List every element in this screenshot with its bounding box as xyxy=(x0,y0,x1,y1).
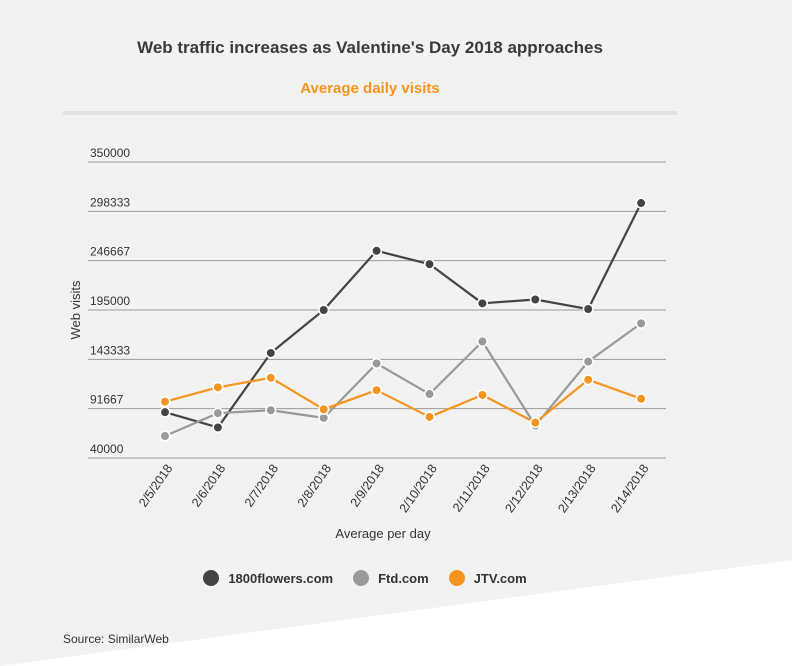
y-tick-label: 40000 xyxy=(90,442,124,456)
x-tick-label: 2/9/2018 xyxy=(348,462,387,510)
y-tick-label: 246667 xyxy=(90,245,130,259)
data-point xyxy=(582,374,594,386)
legend-marker xyxy=(353,570,370,586)
data-point xyxy=(212,407,224,419)
data-point xyxy=(635,317,647,329)
y-tick-label: 350000 xyxy=(90,146,130,160)
data-point xyxy=(423,388,436,400)
y-tick-label: 143333 xyxy=(90,343,130,357)
y-tick-label: 298333 xyxy=(90,195,130,209)
data-point xyxy=(265,347,277,359)
x-tick-label: 2/10/2018 xyxy=(397,462,440,516)
data-point xyxy=(265,372,277,384)
chart-title: Web traffic increases as Valentine's Day… xyxy=(137,38,603,57)
data-point xyxy=(476,389,489,401)
x-axis-title: Average per day xyxy=(335,526,431,541)
x-tick-label: 2/6/2018 xyxy=(189,462,228,510)
legend-item: 1800flowers.com xyxy=(203,570,333,586)
x-tick-label: 2/7/2018 xyxy=(242,462,281,510)
x-tick-label: 2/5/2018 xyxy=(136,462,175,510)
data-point xyxy=(371,357,383,370)
data-point xyxy=(476,335,489,348)
legend-label: JTV.com xyxy=(473,570,527,586)
legend-marker xyxy=(448,570,465,586)
series-line xyxy=(164,202,643,429)
y-tick-label: 195000 xyxy=(90,294,130,308)
x-tick-label: 2/11/2018 xyxy=(450,462,493,515)
y-axis-title: Web visits xyxy=(68,280,83,339)
data-point xyxy=(582,355,594,368)
data-point xyxy=(635,197,647,209)
data-point xyxy=(423,258,436,270)
data-point xyxy=(159,406,171,418)
line-chart: 350000 298333 246667 195000 143333 91667 40000… xyxy=(68,146,666,541)
x-tick-label: 2/12/2018 xyxy=(502,462,545,516)
data-point xyxy=(529,293,541,306)
data-point xyxy=(476,297,489,309)
data-point xyxy=(318,304,330,316)
data-point xyxy=(635,393,647,405)
legend-label: Ftd.com xyxy=(378,570,429,586)
x-tick-label: 2/13/2018 xyxy=(555,462,598,516)
y-tick-label: 91667 xyxy=(90,393,124,407)
legend-marker xyxy=(203,570,220,586)
series-line xyxy=(164,376,642,424)
data-point xyxy=(582,303,594,315)
source-note: Source: SimilarWeb xyxy=(63,632,169,646)
chart-legend: 1800flowers.com Ftd.com JTV.com xyxy=(0,570,730,586)
x-tick-label: 2/8/2018 xyxy=(295,462,334,510)
data-point xyxy=(371,245,383,257)
data-point xyxy=(212,381,224,393)
data-point xyxy=(212,421,224,434)
data-point xyxy=(265,404,277,416)
data-point xyxy=(423,411,436,423)
legend-item: Ftd.com xyxy=(353,570,429,586)
chart-subtitle: Average daily visits xyxy=(300,80,440,97)
data-point xyxy=(371,384,383,396)
data-point xyxy=(159,396,171,408)
legend-item: JTV.com xyxy=(448,570,527,586)
series-line xyxy=(164,322,642,438)
data-point xyxy=(318,403,330,415)
legend-label: 1800flowers.com xyxy=(228,570,334,586)
title-divider xyxy=(63,111,677,115)
data-point xyxy=(529,417,541,429)
x-tick-label: 2/14/2018 xyxy=(608,462,651,516)
data-point xyxy=(159,430,171,442)
